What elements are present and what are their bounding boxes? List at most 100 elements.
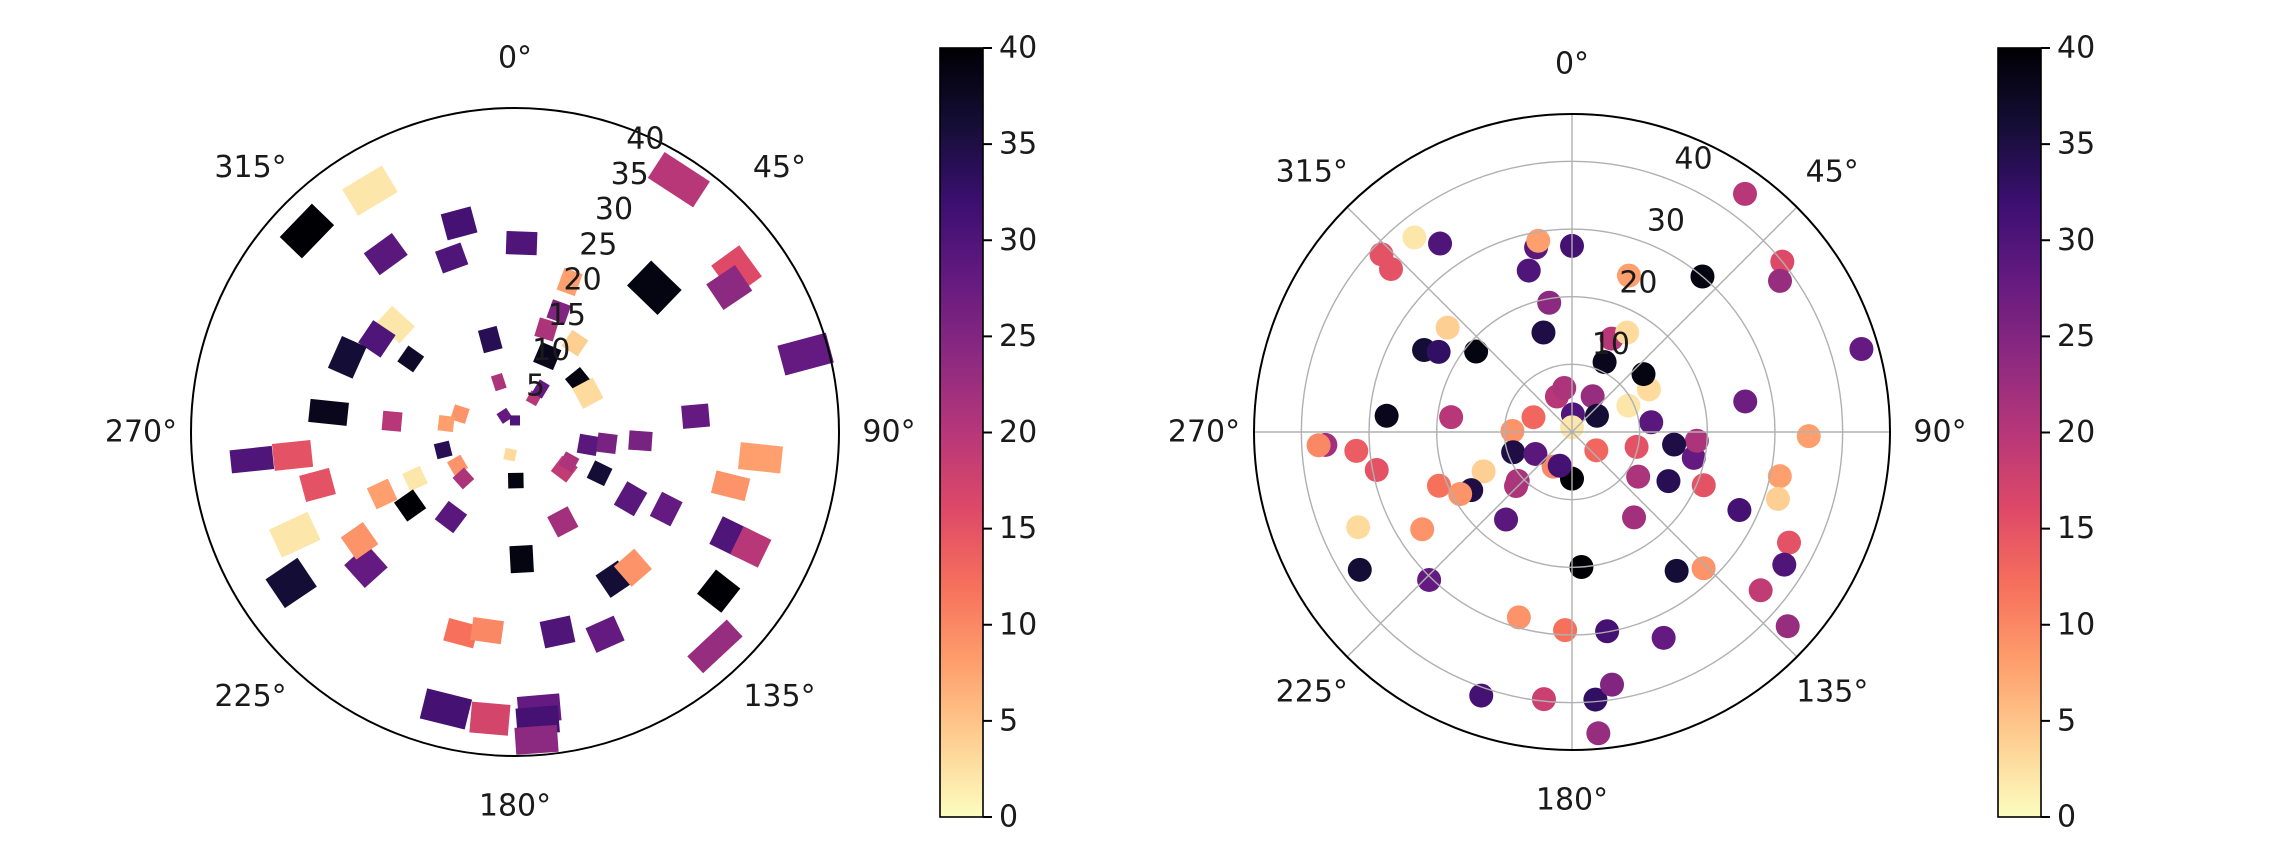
scatter-point (737, 442, 784, 474)
colorbar-tick-label: 5 (999, 703, 1018, 738)
scatter-point (1631, 362, 1656, 387)
scatter-point (1531, 687, 1556, 712)
angle-tick-labels: 0° 45° 90° 135° 180° 225° 270° 315° (105, 41, 916, 824)
scatter-point (1691, 556, 1716, 581)
scatter-point (450, 404, 470, 424)
scatter-point (433, 440, 453, 460)
colorbar-tick-label: 0 (999, 800, 1018, 835)
scatter-point (1765, 486, 1790, 511)
scatter-point (556, 267, 583, 297)
scatter-point (358, 320, 396, 358)
polar-outline (1253, 113, 1891, 751)
scatter-point (572, 377, 604, 409)
scatter-point (1777, 530, 1802, 555)
scatter-point (469, 701, 511, 736)
scatter-point (1506, 605, 1531, 630)
scatter-point (1501, 440, 1526, 465)
scatter-point (1471, 459, 1496, 484)
scatter-point (1516, 258, 1541, 283)
scatter-point (271, 439, 314, 471)
scatter-point (628, 430, 653, 452)
scatter-point (1626, 464, 1651, 489)
scatter-point (696, 569, 741, 613)
scatter-point (1523, 441, 1548, 466)
scatter-point (327, 335, 367, 379)
scatter-point (434, 500, 468, 534)
angle-tick-label: 45° (753, 150, 806, 185)
radial-tick-label: 15 (548, 298, 586, 333)
scatter-point (706, 264, 753, 310)
scatter-point (435, 242, 469, 274)
angle-tick-label: 270° (105, 415, 177, 450)
angle-tick-label: 270° (1168, 415, 1240, 450)
scatter-point (1448, 481, 1473, 506)
scatter-point (1662, 432, 1687, 457)
scatter-point (1616, 263, 1641, 288)
scatter-point (547, 506, 579, 538)
scatter-point (496, 407, 513, 424)
scatter-point (269, 511, 321, 558)
scatter-point (1595, 619, 1620, 644)
scatter-point (308, 398, 349, 426)
scatter-point (470, 617, 504, 645)
colorbar-tick-label: 40 (999, 31, 1037, 66)
scatter-point (1553, 618, 1578, 643)
scatter-point (381, 410, 403, 432)
colorbar-tick-label: 25 (999, 319, 1037, 354)
scatter-point (505, 231, 538, 256)
scatter-point (613, 548, 652, 587)
colorbar-bar (939, 47, 984, 818)
scatter-point (393, 489, 427, 522)
scatter-point (1600, 672, 1625, 697)
scatter-point (514, 724, 559, 755)
scatter-point (576, 433, 600, 457)
scatter-point (1592, 350, 1617, 375)
scatter-point (1378, 257, 1403, 282)
scatter-point (1521, 405, 1546, 430)
scatter-point (1504, 474, 1529, 499)
scatter-point (546, 299, 572, 325)
scatter-point (1494, 507, 1519, 532)
scatter-point (1439, 405, 1464, 430)
angle-tick-label: 0° (498, 41, 532, 76)
scatter-point (508, 472, 524, 489)
angle-tick-label: 225° (214, 679, 286, 714)
radial-tick-label: 20 (564, 263, 602, 298)
scatter-point (1772, 552, 1797, 577)
radial-tick-label: 30 (595, 192, 633, 227)
scatter-point (1374, 403, 1399, 428)
colorbar-tick-label: 30 (2057, 223, 2095, 258)
scatter-point (1691, 473, 1716, 498)
scatter-point (585, 615, 625, 653)
scatter-points (1306, 181, 1874, 746)
scatter-point (596, 432, 618, 455)
radial-tick-label: 30 (1647, 203, 1685, 238)
scatter-point (1426, 339, 1451, 364)
scatter-point (279, 203, 335, 259)
scatter-point (1586, 721, 1611, 746)
colorbar-tick-label: 15 (2057, 511, 2095, 546)
scatter-point (1624, 434, 1649, 459)
scatter-point (534, 317, 559, 342)
angle-tick-label: 180° (479, 789, 551, 824)
polar-grid (1254, 114, 1890, 750)
scatter-point (229, 445, 275, 474)
scatter-point (419, 688, 473, 730)
scatter-point (1656, 469, 1681, 494)
scatter-point (1346, 515, 1371, 540)
radial-tick-label: 25 (579, 227, 617, 262)
scatter-point (1767, 464, 1792, 489)
scatter-point (1402, 225, 1427, 250)
radial-tick-label: 40 (1674, 142, 1712, 177)
polar-outline (190, 107, 840, 757)
scatter-point (402, 465, 428, 492)
scatter-point (477, 325, 503, 354)
scatter-point (710, 470, 751, 502)
scatter-point (1500, 418, 1525, 443)
scatter-point (376, 305, 415, 344)
angle-tick-label: 90° (862, 415, 915, 450)
angle-tick-label: 180° (1536, 783, 1608, 818)
scatter-points (229, 152, 834, 755)
